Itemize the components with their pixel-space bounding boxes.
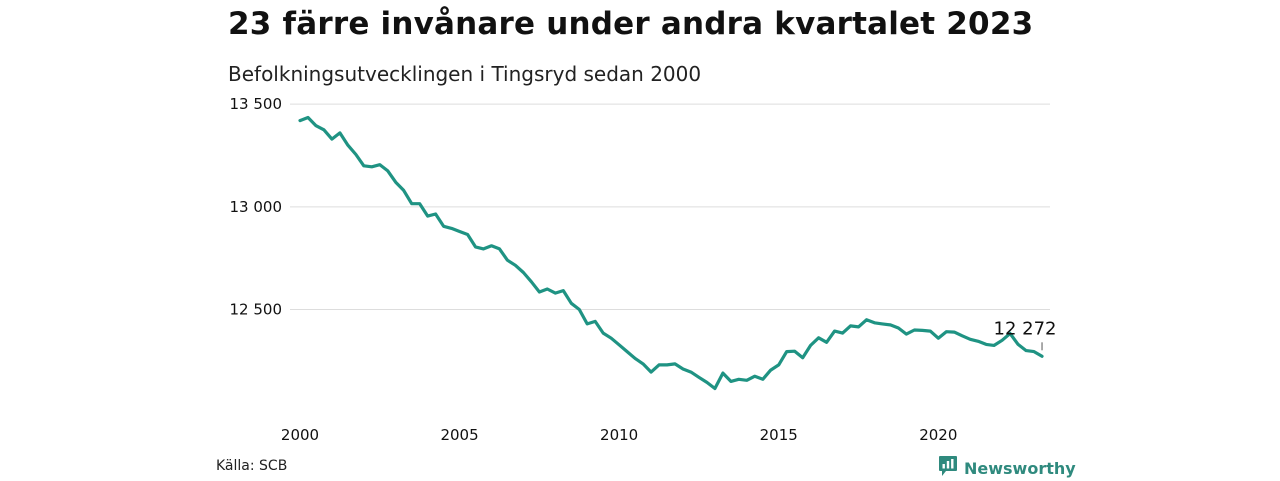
x-tick-label: 2020 bbox=[919, 426, 957, 444]
x-tick-label: 2015 bbox=[760, 426, 798, 444]
y-tick-label: 12 500 bbox=[230, 300, 283, 318]
annotation-label: 12 272 bbox=[994, 318, 1057, 339]
x-tick-label: 2010 bbox=[600, 426, 638, 444]
source-note: Källa: SCB bbox=[216, 458, 288, 474]
chart-subtitle: Befolkningsutvecklingen i Tingsryd sedan… bbox=[228, 62, 702, 86]
x-tick-label: 2000 bbox=[281, 426, 319, 444]
x-axis-ticks: 2000 2005 2010 2015 2020 bbox=[281, 426, 957, 444]
y-tick-label: 13 000 bbox=[230, 198, 283, 216]
grid-lines bbox=[290, 103, 1050, 310]
x-tick-label: 2005 bbox=[440, 426, 478, 444]
series-line-population bbox=[298, 115, 1044, 391]
bar-chart-logo-icon bbox=[938, 455, 958, 481]
y-axis-ticks: 12 500 13 000 13 500 bbox=[230, 95, 283, 318]
chart-title: 23 färre invånare under andra kvartalet … bbox=[228, 6, 1034, 42]
y-tick-label: 13 500 bbox=[230, 95, 283, 113]
brand-name: Newsworthy bbox=[964, 458, 1076, 478]
brand-logo: Newsworthy bbox=[938, 455, 1076, 481]
